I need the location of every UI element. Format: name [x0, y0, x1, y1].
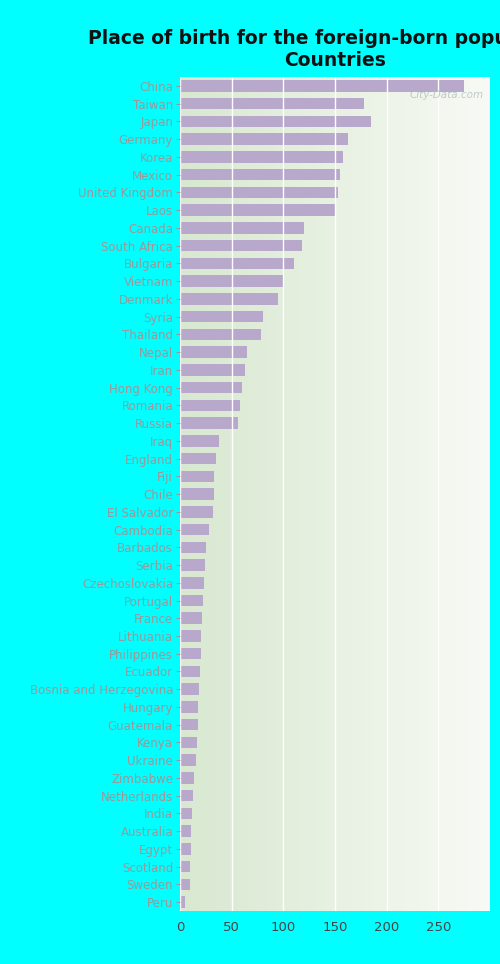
Bar: [180, 293, 278, 305]
Bar: [180, 80, 464, 92]
Bar: [180, 559, 205, 571]
Bar: [180, 701, 198, 712]
Bar: [180, 222, 304, 233]
Bar: [180, 897, 185, 908]
Bar: [180, 133, 348, 145]
Bar: [180, 648, 201, 659]
Bar: [180, 169, 340, 180]
Bar: [180, 506, 213, 518]
Bar: [180, 346, 247, 358]
Bar: [180, 666, 200, 678]
Title: Place of birth for the foreign-born population -
Countries: Place of birth for the foreign-born popu…: [88, 29, 500, 70]
Bar: [180, 844, 192, 855]
Bar: [180, 772, 194, 784]
Bar: [180, 240, 302, 252]
Bar: [180, 719, 198, 731]
Bar: [180, 577, 204, 589]
Bar: [180, 683, 199, 695]
Bar: [180, 630, 201, 642]
Bar: [180, 790, 194, 801]
Bar: [180, 204, 335, 216]
Bar: [180, 276, 284, 287]
Text: City-Data.com: City-Data.com: [410, 90, 484, 99]
Bar: [180, 736, 196, 748]
Bar: [180, 825, 192, 837]
Bar: [180, 808, 192, 819]
Bar: [180, 116, 371, 127]
Bar: [180, 151, 344, 163]
Bar: [180, 861, 190, 872]
Bar: [180, 399, 240, 411]
Bar: [180, 187, 338, 199]
Bar: [180, 364, 245, 376]
Bar: [180, 755, 196, 766]
Bar: [180, 382, 242, 393]
Bar: [180, 489, 214, 499]
Bar: [180, 417, 238, 429]
Bar: [180, 310, 262, 322]
Bar: [180, 257, 294, 269]
Bar: [180, 453, 216, 465]
Bar: [180, 878, 190, 890]
Bar: [180, 470, 214, 482]
Bar: [180, 595, 203, 606]
Bar: [180, 98, 364, 110]
Bar: [180, 523, 209, 535]
Bar: [180, 435, 220, 446]
Bar: [180, 329, 260, 340]
Bar: [180, 612, 202, 624]
Bar: [180, 542, 206, 553]
